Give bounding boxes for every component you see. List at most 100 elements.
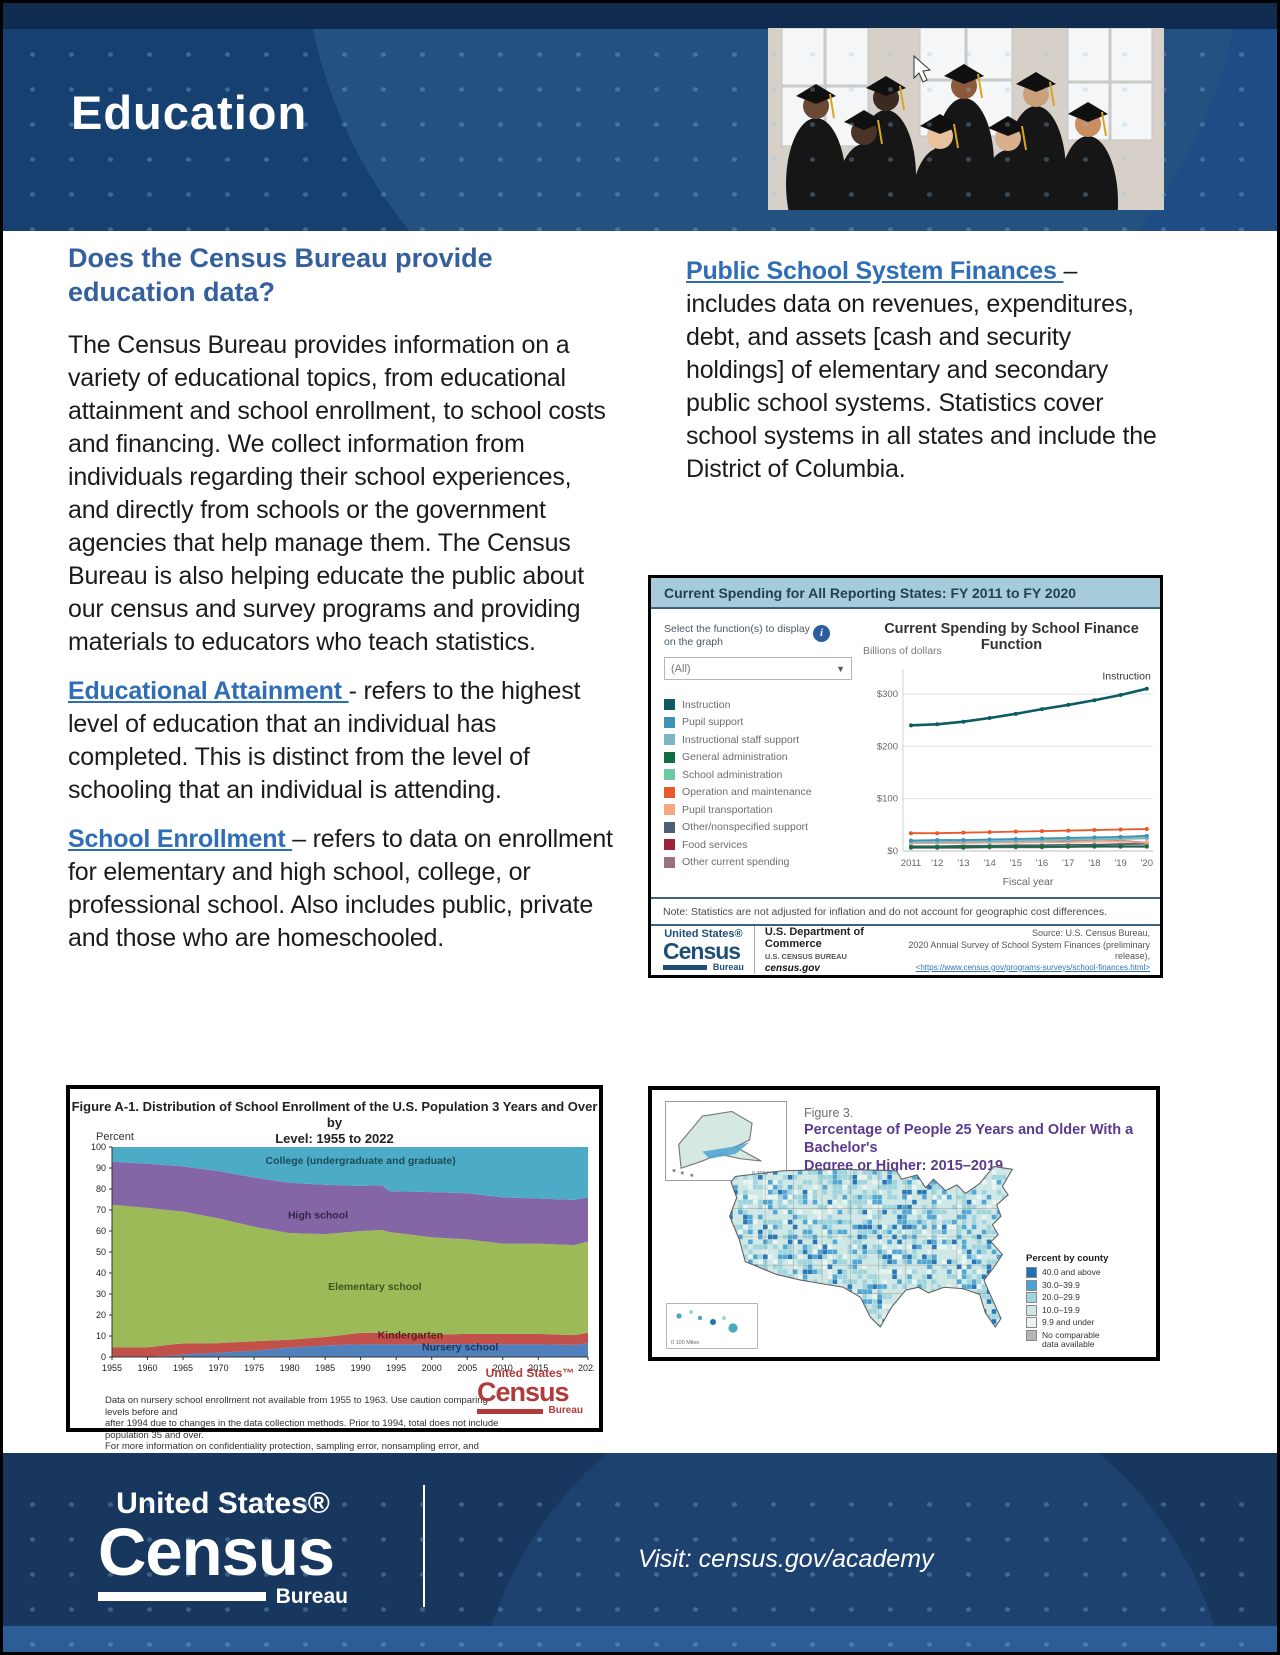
svg-text:2000: 2000 [422,1363,442,1373]
spending-panel-footer: United States® Census Bureau U.S. Depart… [651,924,1160,974]
svg-text:40: 40 [96,1268,106,1278]
map-legend: Percent by county 40.0 and above 30.0–39.… [1026,1253,1148,1351]
map-legend-label: 10.0–19.9 [1042,1304,1080,1315]
legend-item: Other current spending [664,854,855,872]
spending-line-chart: $0 $100 $200 $300 2011 '12 '13 '14 '15 '16 '17 '18 '… [877,669,1153,888]
svg-text:1975: 1975 [244,1363,264,1373]
legend-item: Pupil transportation [664,801,855,819]
legend-swatch [664,839,675,851]
alaska-inset: 0 300 Miles [665,1101,787,1181]
attainment-paragraph: Educational Attainment - refers to the h… [68,675,618,807]
spending-controls: Select the function(s) to display on the… [651,609,863,897]
svg-text:$300: $300 [877,689,898,700]
bachelors-map-panel: 0 300 Miles Figure 3. Percentage of Peop… [648,1086,1160,1361]
svg-text:2022: 2022 [578,1363,594,1373]
legend-label: Pupil support [682,716,744,729]
legend-swatch [664,751,675,763]
spending-panel-body: Select the function(s) to display on the… [651,609,1160,897]
map-legend-swatch [1026,1329,1037,1341]
map-legend-swatch [1026,1279,1037,1291]
map-legend-label: 30.0–39.9 [1042,1279,1080,1290]
info-icon[interactable]: i [813,625,830,642]
legend-label: Pupil transportation [682,803,773,816]
svg-text:'20: '20 [1141,858,1153,869]
page-header: Education [3,3,1277,231]
legend-label: Other current spending [682,856,790,869]
legend-label: Instructional staff support [682,733,800,746]
page-footer: United States® Census Bureau Visit: cens… [3,1453,1277,1652]
svg-text:1970: 1970 [209,1363,229,1373]
svg-text:50: 50 [96,1247,106,1257]
legend-label: Instruction [682,698,731,711]
figure-a1-panel: Figure A-1. Distribution of School Enrol… [66,1085,603,1487]
enrollment-area-chart: 0 10 20 30 40 50 60 70 80 90 100 1955 1960 1965 1970 19… [91,1143,594,1373]
function-dropdown[interactable]: (All) ▼ [664,657,852,680]
mouse-cursor [913,54,932,83]
legend-swatch [664,856,675,868]
svg-text:Elementary school: Elementary school [328,1281,421,1293]
legend-label: Operation and maintenance [682,786,812,799]
svg-text:1960: 1960 [138,1363,158,1373]
svg-text:30: 30 [96,1289,106,1299]
legend-swatch [664,786,675,798]
map-legend-item: 10.0–19.9 [1026,1304,1148,1316]
svg-text:$0: $0 [887,846,898,857]
chevron-down-icon: ▼ [836,663,845,674]
legend-item: Operation and maintenance [664,784,855,802]
svg-text:'18: '18 [1088,858,1100,869]
public-school-finances-link[interactable]: Public School System Finances [686,257,1064,285]
map-legend-item: No comparable data available [1026,1329,1148,1350]
svg-text:'15: '15 [1010,858,1022,869]
source-link[interactable]: <https://www.census.gov/programs-surveys… [915,962,1150,972]
svg-text:Instruction: Instruction [1102,671,1151,683]
svg-text:1955: 1955 [102,1363,122,1373]
svg-text:100: 100 [91,1143,106,1152]
us-county-choropleth [729,1165,1014,1328]
legend-swatch [664,734,675,746]
svg-text:'13: '13 [957,858,969,869]
svg-text:High school: High school [288,1209,348,1221]
census-logo-white: United States® Census Bureau [98,1487,348,1608]
map-legend-swatch [1026,1304,1037,1316]
footer-bottom-band [3,1626,1277,1652]
legend-swatch [664,769,675,781]
svg-text:1965: 1965 [173,1363,193,1373]
visit-link[interactable]: Visit: census.gov/academy [638,1545,934,1573]
svg-text:$200: $200 [877,741,898,752]
legend-label: Food services [682,838,748,851]
svg-text:2011: 2011 [901,858,921,869]
map-legend-swatch [1026,1317,1037,1328]
legend-label: Other/nonspecified support [682,821,809,834]
map-legend-item: 9.9 and under [1026,1317,1148,1328]
svg-text:Fiscal year: Fiscal year [1003,876,1054,888]
footer-divider [423,1485,425,1607]
figure-a1-title: Figure A-1. Distribution of School Enrol… [71,1099,598,1146]
svg-text:2010: 2010 [493,1363,513,1373]
finances-text: – includes data on revenues, expenditure… [686,257,1157,483]
svg-text:$100: $100 [877,794,898,805]
hawaii-inset: 0 100 Miles [666,1303,758,1349]
legend-item: General administration [664,749,855,767]
svg-text:80: 80 [96,1184,106,1194]
function-selector-label: Select the function(s) to display on the… [664,623,810,648]
svg-text:'16: '16 [1036,858,1048,869]
svg-text:10: 10 [96,1331,106,1341]
svg-text:1985: 1985 [315,1363,335,1373]
commerce-department-block: U.S. Department of Commerce U.S. CENSUS … [753,926,905,974]
spending-chart-title: Current Spending by School Finance Funct… [884,621,1139,653]
map-legend-swatch [1026,1292,1037,1303]
y-axis-units-label: Billions of dollars [863,645,942,657]
hawaii-map [676,1310,738,1333]
educational-attainment-link[interactable]: Educational Attainment [68,677,349,705]
school-enrollment-link[interactable]: School Enrollment [68,825,293,853]
left-column: Does the Census Bureau provide education… [68,241,618,971]
legend-label: General administration [682,751,788,764]
svg-text:20: 20 [96,1310,106,1320]
census-logo-red: United States™ Census Bureau [477,1366,583,1416]
spending-chart-area: Current Spending by School Finance Funct… [863,609,1160,897]
svg-text:90: 90 [96,1163,106,1173]
svg-text:60: 60 [96,1226,106,1236]
enrollment-paragraph: School Enrollment – refers to data on en… [68,823,618,955]
legend-item: School administration [664,766,855,784]
spending-dashboard-panel: Current Spending for All Reporting State… [648,575,1163,978]
